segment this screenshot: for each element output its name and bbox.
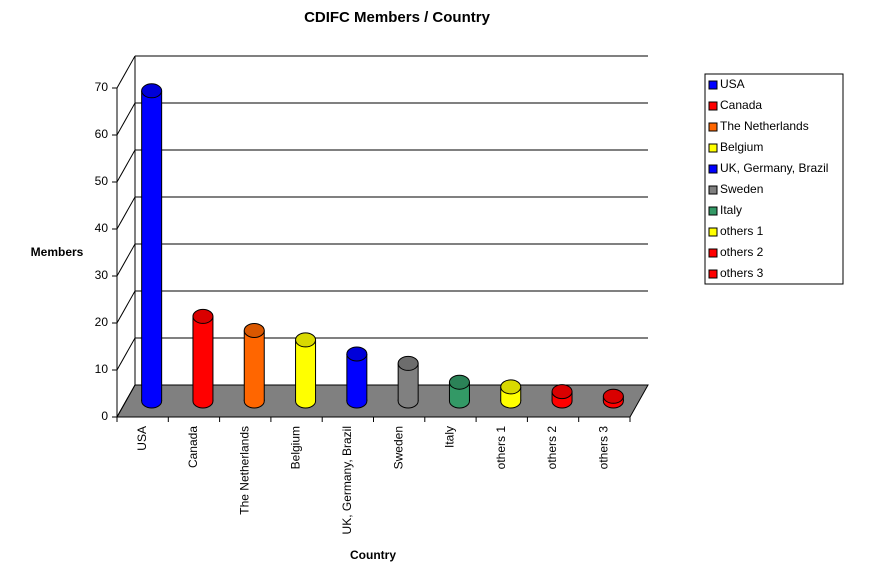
bar — [295, 339, 316, 401]
legend-swatch — [708, 227, 718, 237]
x-axis-title: Country — [350, 548, 396, 562]
bar — [244, 330, 265, 401]
side-grid-line — [116, 290, 136, 324]
legend-swatch — [708, 101, 718, 111]
legend-swatch — [708, 80, 718, 90]
legend-label: UK, Germany, Brazil — [720, 161, 828, 175]
bar — [192, 316, 213, 401]
legend-label: others 1 — [720, 224, 764, 238]
legend-label: others 2 — [720, 245, 764, 259]
chart-title: CDIFC Members / Country — [304, 9, 491, 26]
cylinder-top — [602, 388, 624, 404]
legend-label: Canada — [720, 98, 762, 112]
x-tick-label: others 1 — [494, 426, 508, 470]
bar — [398, 363, 419, 401]
legend-label: The Netherlands — [720, 119, 809, 133]
side-grid-line — [116, 243, 136, 277]
y-tick-label: 30 — [95, 268, 109, 282]
y-tick-label: 10 — [95, 362, 109, 376]
side-grid-line — [116, 55, 136, 89]
x-tick-label: others 3 — [597, 426, 611, 470]
cylinder-top — [141, 83, 163, 99]
cylinder-top — [295, 332, 317, 348]
legend-swatch — [708, 122, 718, 132]
x-tick-label: Belgium — [289, 426, 303, 469]
cylinder-top — [192, 308, 214, 324]
x-tick-label: Canada — [186, 426, 200, 468]
legend-swatch — [708, 185, 718, 195]
legend-swatch — [708, 248, 718, 258]
y-tick-label: 40 — [95, 221, 109, 235]
side-grid-line — [116, 337, 136, 371]
side-grid-line — [116, 102, 136, 136]
legend-swatch — [708, 269, 718, 279]
side-grid-line — [116, 149, 136, 183]
legend-swatch — [708, 164, 718, 174]
legend-label: others 3 — [720, 266, 764, 280]
x-tick-label: UK, Germany, Brazil — [340, 426, 354, 534]
y-tick-label: 50 — [95, 174, 109, 188]
cylinder-top — [397, 355, 419, 371]
legend-label: USA — [720, 77, 745, 91]
cylinder-top — [346, 346, 368, 362]
legend-label: Sweden — [720, 182, 763, 196]
legend-swatch — [708, 206, 718, 216]
side-grid-line — [116, 196, 136, 230]
x-tick-label: others 2 — [545, 426, 559, 470]
x-tick-label: Italy — [443, 426, 457, 448]
legend-label: Italy — [720, 203, 742, 217]
y-tick-label: 60 — [95, 127, 109, 141]
x-tick-label: Sweden — [391, 426, 405, 469]
y-tick-label: 70 — [95, 80, 109, 94]
y-tick-label: 20 — [95, 315, 109, 329]
y-axis-title: Members — [31, 245, 84, 259]
legend-swatch — [708, 143, 718, 153]
bar — [346, 354, 367, 401]
y-tick-label: 0 — [101, 409, 108, 423]
legend-box — [704, 73, 844, 285]
cylinder-top — [500, 379, 522, 395]
cylinder-top — [448, 374, 470, 390]
x-tick-label: USA — [135, 426, 149, 451]
bar — [141, 90, 162, 402]
cylinder-top — [243, 323, 265, 338]
cylinder-top — [551, 384, 573, 400]
legend-label: Belgium — [720, 140, 763, 154]
x-tick-label: The Netherlands — [237, 426, 251, 515]
side-grid-line — [116, 384, 136, 418]
